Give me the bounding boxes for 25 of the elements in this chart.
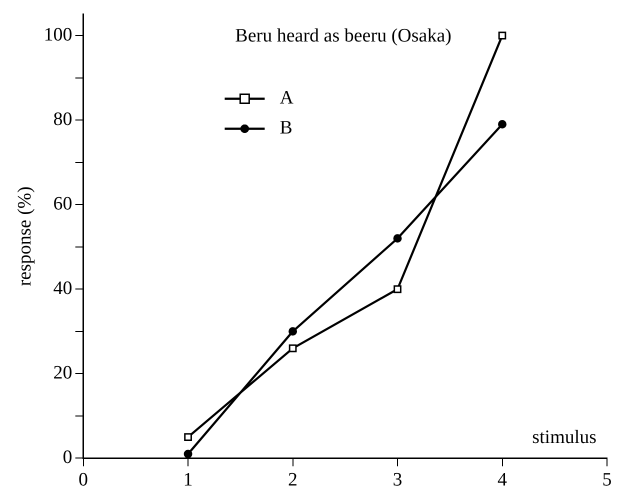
point [394, 285, 402, 294]
point [288, 344, 297, 352]
y-tick-label: 0 [62, 447, 72, 468]
x-tick-label: 5 [602, 470, 612, 491]
point [184, 450, 192, 458]
x-tick-label: 1 [183, 470, 193, 491]
x-tick-label: 3 [392, 470, 402, 491]
y-tick-label: 40 [53, 278, 72, 300]
point [288, 327, 298, 336]
x-tick-label: 0 [78, 470, 88, 491]
y-tick-label: 60 [53, 194, 72, 215]
y-tick-label: 20 [53, 362, 72, 384]
point [498, 32, 506, 40]
legend-label: B [280, 118, 292, 139]
x-tick-label: 4 [498, 470, 508, 491]
point [498, 120, 507, 129]
text: Beru heard as beeru (Osaka) [235, 26, 452, 47]
legend-label: A [280, 88, 294, 109]
point [184, 433, 192, 441]
y-tick-label: 80 [53, 109, 72, 130]
y-tick-label: 100 [44, 24, 72, 46]
y-axis-title: response (%) [14, 186, 36, 286]
point [393, 234, 402, 243]
x-axis-title: stimulus [532, 427, 597, 448]
x-tick-label: 2 [288, 470, 298, 491]
